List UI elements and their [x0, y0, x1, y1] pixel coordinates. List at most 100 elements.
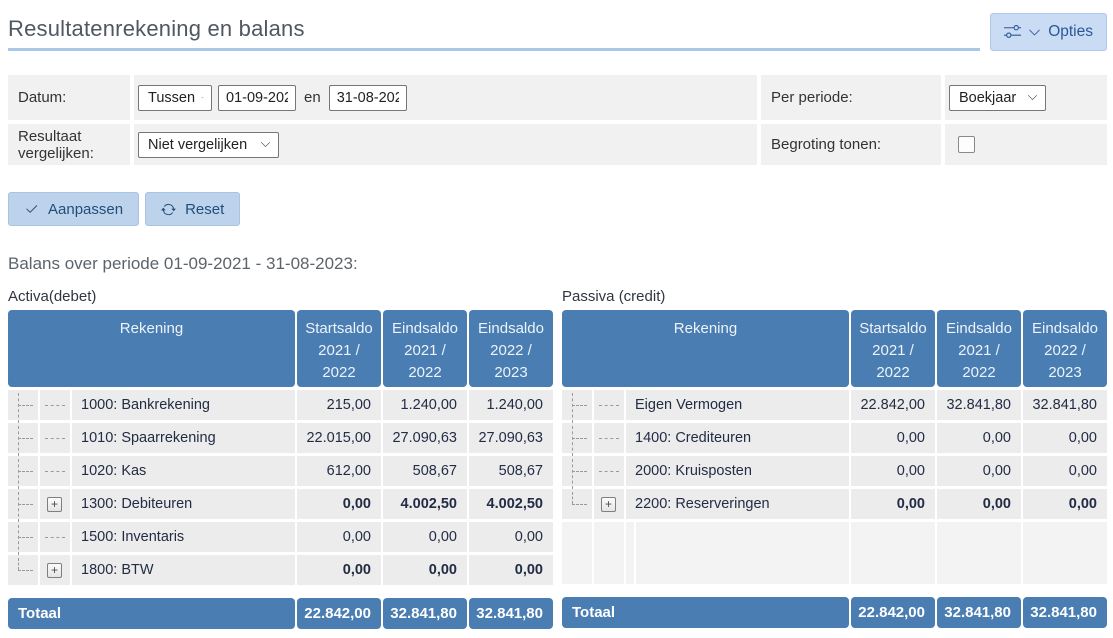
column-header-rekening: Rekening [8, 310, 295, 387]
total-eindsaldo-2: 32.841,80 [1023, 597, 1107, 628]
startsaldo-value: 215,00 [297, 390, 381, 420]
budget-checkbox[interactable] [958, 136, 975, 153]
total-label: Totaal [562, 597, 849, 628]
date-operator-select[interactable]: Tussen [138, 84, 212, 111]
account-name: Eigen Vermogen [626, 390, 849, 420]
eindsaldo-1-value: 1.240,00 [383, 390, 467, 420]
reset-button[interactable]: Reset [145, 192, 241, 226]
compare-select[interactable]: Niet vergelijken [138, 131, 279, 158]
eindsaldo-2-value: 27.090,63 [469, 423, 553, 453]
budget-cell [945, 124, 1107, 165]
header: Resultatenrekening en balans Opties [8, 6, 1107, 51]
eindsaldo-1-value: 4.002,50 [383, 489, 467, 519]
tree-leaf-dash-icon [594, 390, 624, 420]
column-header-startsaldo: Startsaldo 2021 / 2022 [297, 310, 381, 387]
sliders-icon [1004, 24, 1022, 41]
column-header-startsaldo: Startsaldo 2021 / 2022 [851, 310, 935, 387]
startsaldo-value: 22.842,00 [851, 390, 935, 420]
account-name: 1000: Bankrekening [72, 390, 295, 420]
tree-branch-icon [8, 456, 38, 489]
date-label: Datum: [8, 75, 130, 120]
empty-cell [626, 522, 849, 584]
expand-cell: + [40, 489, 70, 519]
tree-branch-icon [8, 390, 38, 423]
eindsaldo-1-value: 0,00 [937, 456, 1021, 486]
date-to-input[interactable] [328, 84, 407, 111]
date-conjunction: en [304, 89, 321, 106]
per-period-label: Per periode: [761, 75, 941, 120]
tree-branch-icon [562, 390, 592, 423]
eindsaldo-2-value: 0,00 [1023, 423, 1107, 453]
tree-branch-icon [8, 522, 38, 555]
date-from-input[interactable] [218, 84, 296, 111]
startsaldo-value: 612,00 [297, 456, 381, 486]
options-button-label: Opties [1048, 23, 1093, 40]
eindsaldo-2-value: 4.002,50 [469, 489, 553, 519]
tree-branch-icon [562, 423, 592, 456]
account-name: 1010: Spaarrekening [72, 423, 295, 453]
options-button[interactable]: Opties [990, 13, 1107, 51]
tree-branch-icon [562, 456, 592, 489]
eindsaldo-1-value: 0,00 [383, 522, 467, 552]
eindsaldo-1-value: 0,00 [937, 489, 1021, 519]
eindsaldo-2-value: 508,67 [469, 456, 553, 486]
startsaldo-value: 0,00 [297, 522, 381, 552]
page-title: Resultatenrekening en balans [8, 16, 305, 41]
total-startsaldo: 22.842,00 [297, 598, 381, 629]
activa-caption: Activa(debet) [8, 288, 97, 305]
apply-button[interactable]: Aanpassen [8, 192, 140, 226]
tree-corner-icon [562, 489, 592, 519]
column-header-eindsaldo-2: Eindsaldo 2022 / 2023 [1023, 310, 1107, 387]
empty-cell [851, 522, 935, 584]
eindsaldo-2-value: 0,00 [1023, 456, 1107, 486]
balance-tables: Activa(debet) Rekening Startsaldo 2021 /… [8, 288, 1107, 629]
eindsaldo-2-value: 0,00 [469, 555, 553, 585]
chevron-down-icon [1028, 26, 1041, 39]
expand-icon[interactable]: + [601, 496, 616, 512]
eindsaldo-2-value: 1.240,00 [469, 390, 553, 420]
account-name: 2200: Reserveringen [626, 489, 849, 519]
refresh-icon [161, 202, 176, 217]
empty-cell [1023, 522, 1107, 584]
expand-cell: + [40, 555, 70, 585]
eindsaldo-1-value: 27.090,63 [383, 423, 467, 453]
empty-cell [937, 522, 1021, 584]
passiva-table: Passiva (credit) Rekening Startsaldo 202… [562, 288, 1107, 629]
account-name: 1300: Debiteuren [72, 489, 295, 519]
total-startsaldo: 22.842,00 [851, 597, 935, 628]
expand-icon[interactable]: + [47, 562, 62, 578]
startsaldo-value: 0,00 [297, 489, 381, 519]
account-name: 1800: BTW [72, 555, 295, 585]
column-header-rekening: Rekening [562, 310, 849, 387]
budget-label: Begroting tonen: [761, 124, 941, 165]
account-name: 1500: Inventaris [72, 522, 295, 552]
eindsaldo-1-value: 0,00 [937, 423, 1021, 453]
eindsaldo-2-value: 32.841,80 [1023, 390, 1107, 420]
startsaldo-value: 0,00 [851, 456, 935, 486]
date-filter-cell: Tussen en [134, 75, 757, 120]
tree-leaf-dash-icon [594, 423, 624, 453]
total-eindsaldo-2: 32.841,80 [469, 598, 553, 629]
total-label: Totaal [8, 598, 295, 629]
startsaldo-value: 0,00 [851, 489, 935, 519]
startsaldo-value: 22.015,00 [297, 423, 381, 453]
tree-leaf-dash-icon [40, 456, 70, 486]
date-operator-value: Tussen [148, 89, 196, 106]
tree-branch-icon [8, 423, 38, 456]
column-header-eindsaldo-1: Eindsaldo 2021 / 2022 [383, 310, 467, 387]
tree-leaf-dash-icon [40, 423, 70, 453]
check-icon [24, 202, 39, 217]
expand-icon[interactable]: + [47, 496, 62, 512]
balance-period-heading: Balans over periode 01-09-2021 - 31-08-2… [8, 254, 358, 273]
total-eindsaldo-1: 32.841,80 [383, 598, 467, 629]
empty-cell [562, 522, 592, 584]
reset-button-label: Reset [185, 200, 225, 218]
action-bar: Aanpassen Reset [8, 192, 1107, 226]
compare-label: Resultaat vergelijken: [8, 124, 130, 165]
tree-corner-icon [8, 555, 38, 585]
column-header-eindsaldo-2: Eindsaldo 2022 / 2023 [469, 310, 553, 387]
per-period-select[interactable]: Boekjaar [949, 84, 1046, 111]
chevron-down-icon [261, 142, 270, 147]
per-period-cell: Boekjaar [945, 75, 1107, 120]
